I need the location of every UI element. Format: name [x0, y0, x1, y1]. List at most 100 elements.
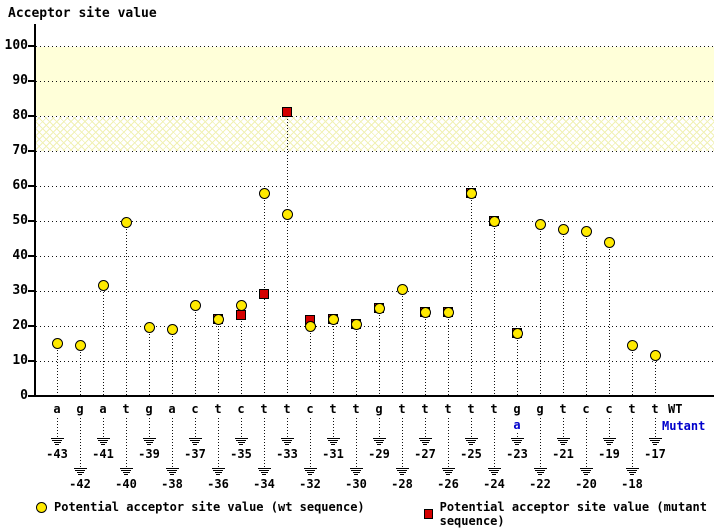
ground-icon: [400, 474, 404, 475]
ground-icon: [374, 440, 384, 441]
ground-icon: [627, 470, 637, 471]
sequence-letter: t: [467, 402, 475, 416]
y-tick: [28, 325, 34, 327]
ground-icon: [167, 470, 177, 471]
marker-stem: [448, 316, 449, 395]
ground-icon: [650, 440, 660, 441]
mutant-marker: [236, 310, 246, 320]
sequence-stem: [356, 418, 357, 468]
ground-icon: [397, 470, 407, 471]
ground-icon: [280, 438, 294, 439]
sequence-letter: g: [536, 402, 544, 416]
position-label: -29: [368, 447, 390, 461]
ground-icon: [55, 444, 59, 445]
ground-icon: [168, 472, 176, 473]
marker-stem: [241, 309, 242, 395]
sequence-letter: c: [306, 402, 314, 416]
ground-icon: [446, 474, 450, 475]
ground-icon: [602, 438, 616, 439]
mutant-base-letter: a: [513, 418, 521, 432]
sequence-stem: [241, 418, 242, 438]
sequence-stem: [471, 418, 472, 438]
sequence-stem: [632, 418, 633, 468]
ground-icon: [653, 444, 657, 445]
ground-icon: [536, 472, 544, 473]
y-tick-label: 30: [12, 283, 28, 298]
position-label: -21: [552, 447, 574, 461]
wt-marker: [420, 307, 431, 318]
sequence-stem: [195, 418, 196, 438]
ground-icon: [305, 470, 315, 471]
y-tick-label: 70: [12, 143, 28, 158]
ground-icon: [398, 472, 406, 473]
sequence-letter: a: [168, 402, 176, 416]
marker-stem: [149, 331, 150, 395]
ground-icon: [351, 470, 361, 471]
sequence-letter: t: [651, 402, 659, 416]
marker-stem: [356, 328, 357, 395]
sequence-stem: [517, 433, 518, 438]
ground-icon: [605, 442, 613, 443]
ground-icon: [328, 440, 338, 441]
mutant-marker: [259, 289, 269, 299]
position-label: -28: [391, 477, 413, 491]
position-label: -26: [437, 477, 459, 491]
position-label: -33: [276, 447, 298, 461]
ground-icon: [349, 468, 363, 469]
position-label: -38: [161, 477, 183, 491]
position-label: -17: [644, 447, 666, 461]
wt-marker: [627, 340, 638, 351]
position-label: -24: [483, 477, 505, 491]
y-gridline: [36, 221, 714, 222]
ground-icon: [96, 438, 110, 439]
position-label: -31: [322, 447, 344, 461]
sequence-stem: [425, 418, 426, 438]
sequence-stem: [494, 418, 495, 468]
ground-icon: [625, 468, 639, 469]
sequence-letter: t: [329, 402, 337, 416]
legend-label-wt: Potential acceptor site value (wt sequen…: [54, 500, 365, 514]
ground-icon: [303, 468, 317, 469]
wt-marker: [512, 328, 523, 339]
y-tick: [28, 80, 34, 82]
ground-icon: [170, 474, 174, 475]
sequence-stem: [563, 418, 564, 438]
ground-icon: [260, 472, 268, 473]
ground-icon: [630, 474, 634, 475]
marker-stem: [517, 337, 518, 395]
sequence-letter: t: [260, 402, 268, 416]
ground-icon: [607, 444, 611, 445]
wt-marker: [650, 350, 661, 361]
y-tick-label: 0: [20, 388, 28, 403]
ground-icon: [50, 438, 64, 439]
y-gridline: [36, 151, 714, 152]
ground-icon: [354, 474, 358, 475]
sequence-stem: [586, 418, 587, 468]
ground-icon: [211, 468, 225, 469]
position-label: -30: [345, 477, 367, 491]
y-gridline: [36, 81, 714, 82]
y-tick: [28, 360, 34, 362]
wt-marker: [305, 321, 316, 332]
ground-icon: [651, 442, 659, 443]
sequence-letter: t: [214, 402, 222, 416]
legend-item-wt: Potential acceptor site value (wt sequen…: [36, 500, 365, 514]
ground-icon: [535, 470, 545, 471]
wt-marker: [489, 216, 500, 227]
sequence-stem: [655, 418, 656, 438]
sequence-stem: [333, 418, 334, 438]
sequence-stem: [379, 418, 380, 438]
ground-icon: [122, 472, 130, 473]
sequence-stem: [540, 418, 541, 468]
ground-icon: [78, 474, 82, 475]
position-label: -41: [92, 447, 114, 461]
ground-icon: [191, 442, 199, 443]
y-gridline: [36, 326, 714, 327]
y-tick: [28, 255, 34, 257]
sequence-letter: t: [559, 402, 567, 416]
ground-icon: [489, 470, 499, 471]
wt-marker: [98, 280, 109, 291]
ground-icon: [443, 470, 453, 471]
position-label: -42: [69, 477, 91, 491]
sequence-letter: t: [122, 402, 130, 416]
